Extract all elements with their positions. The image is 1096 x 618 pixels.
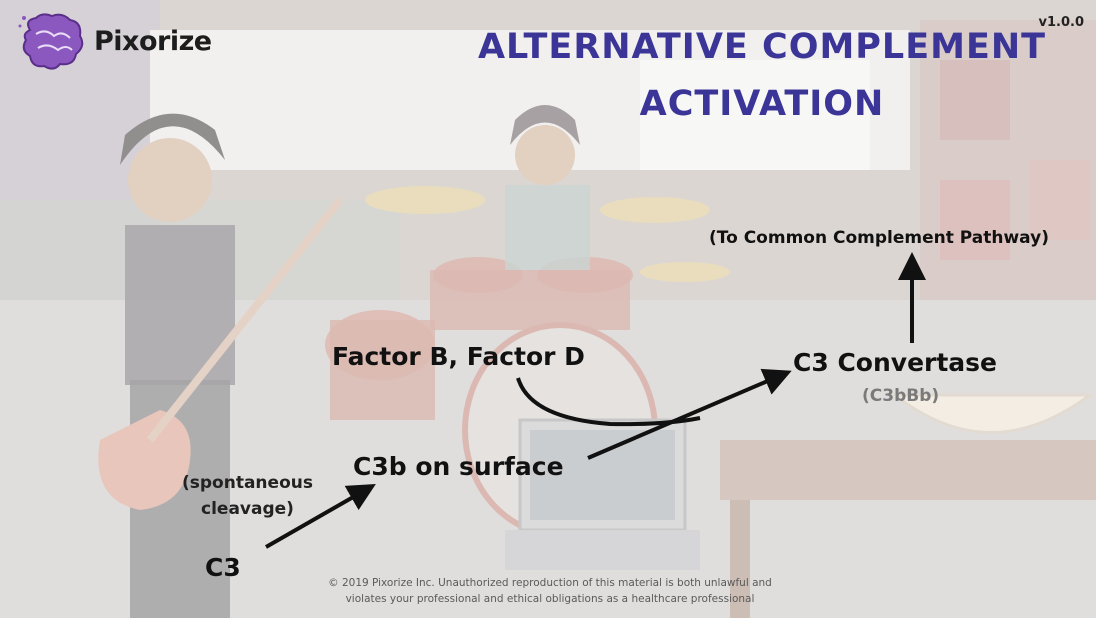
- brain-icon: [18, 13, 84, 70]
- page-title-line2: ACTIVATION: [639, 84, 885, 124]
- brand-name: Pixorize: [94, 26, 212, 57]
- arrow-c3-to-c3b: [265, 484, 376, 549]
- c3b-surface-label: C3b on surface: [353, 452, 564, 481]
- spontaneous-cleavage-label: (spontaneous cleavage): [182, 473, 313, 519]
- arrow-c3b-to-convertase: [587, 368, 792, 460]
- copyright-notice: © 2019 Pixorize Inc. Unauthorized reprod…: [300, 575, 800, 607]
- copyright-line1: © 2019 Pixorize Inc. Unauthorized reprod…: [328, 577, 772, 589]
- page-title-line1: ALTERNATIVE COMPLEMENT: [477, 27, 1047, 67]
- factors-label: Factor B, Factor D: [332, 342, 585, 371]
- c3-label: C3: [205, 553, 241, 582]
- c3bbb-label: (C3bBb): [862, 386, 940, 406]
- common-pathway-label: (To Common Complement Pathway): [709, 228, 1049, 248]
- copyright-line2: violates your professional and ethical o…: [345, 593, 755, 605]
- c3-convertase-label: C3 Convertase: [793, 348, 998, 377]
- version-label: v1.0.0: [1038, 15, 1085, 30]
- arrow-factors-curve: [516, 377, 701, 427]
